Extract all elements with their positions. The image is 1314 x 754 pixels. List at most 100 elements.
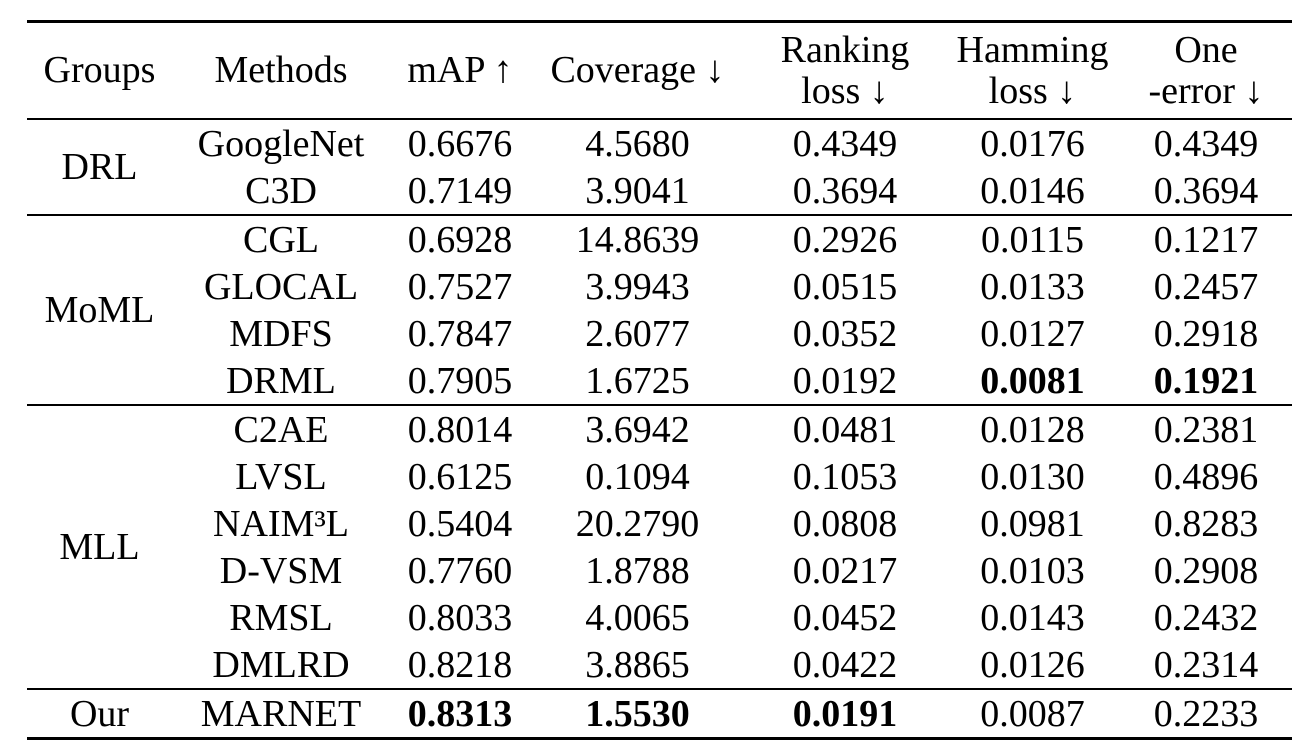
method-cell: GoogleNet (197, 122, 365, 165)
method-cell: C3D (245, 169, 317, 212)
value-cell: 0.2314 (1153, 643, 1259, 686)
value-cell: 0.0081 (980, 359, 1085, 402)
header-row: Groups Methods mAP ↑ (27, 22, 1292, 120)
value-cell: 0.0452 (792, 596, 898, 639)
value-cell: 0.2457 (1153, 265, 1259, 308)
value-cell: 0.0130 (980, 455, 1085, 498)
value-cell: 0.7847 (407, 312, 513, 355)
value-cell: 0.8033 (407, 596, 513, 639)
results-table: Groups Methods mAP ↑ (27, 20, 1292, 740)
value-cell: 0.2381 (1153, 408, 1259, 451)
header-label: Coverage ↓ (550, 49, 725, 91)
header-cell-map: mAP ↑ (390, 22, 530, 120)
value-cell: 0.7527 (407, 265, 513, 308)
value-cell: 0.1053 (792, 455, 898, 498)
method-cell: NAIM³L (213, 502, 349, 545)
table-row: MDFS 0.7847 2.6077 0.0352 0.0127 0.2918 (27, 310, 1292, 357)
value-cell: 0.0808 (792, 502, 898, 545)
method-cell: RMSL (229, 596, 333, 639)
table-row: NAIM³L 0.5404 20.2790 0.0808 0.0981 0.82… (27, 500, 1292, 547)
value-cell: 0.7760 (407, 549, 513, 592)
value-cell: 14.8639 (575, 218, 700, 261)
value-cell: 0.0191 (792, 692, 898, 735)
table-row: C3D 0.7149 3.9041 0.3694 0.0146 0.3694 (27, 167, 1292, 215)
method-cell: D-VSM (219, 549, 343, 592)
method-cell: GLOCAL (203, 265, 359, 308)
method-cell: MDFS (229, 312, 333, 355)
value-cell: 0.0217 (792, 549, 898, 592)
header-cell-one-error: One -error ↓ (1120, 22, 1292, 120)
header-label: Ranking (780, 28, 910, 71)
group-section-drl: DRL GoogleNet 0.6676 4.5680 0.4349 0.017… (27, 119, 1292, 215)
header-cell-coverage: Coverage ↓ (530, 22, 745, 120)
header-label: Hamming (956, 28, 1109, 71)
value-cell: 0.6676 (407, 122, 513, 165)
value-cell: 0.0087 (980, 692, 1085, 735)
table-row: RMSL 0.8033 4.0065 0.0452 0.0143 0.2432 (27, 594, 1292, 641)
value-cell: 4.0065 (585, 596, 690, 639)
header-cell-ranking-loss: Ranking loss ↓ (745, 22, 945, 120)
value-cell: 0.0127 (980, 312, 1085, 355)
header-cell-hamming-loss: Hamming loss ↓ (945, 22, 1120, 120)
value-cell: 0.3694 (792, 169, 898, 212)
value-cell: 0.7905 (407, 359, 513, 402)
table-row: DRML 0.7905 1.6725 0.0192 0.0081 0.1921 (27, 357, 1292, 405)
value-cell: 0.0103 (980, 549, 1085, 592)
value-cell: 0.0128 (980, 408, 1085, 451)
value-cell: 0.1921 (1153, 359, 1259, 402)
value-cell: 0.1094 (585, 455, 690, 498)
value-cell: 0.0146 (980, 169, 1085, 212)
value-cell: 1.5530 (585, 692, 690, 735)
value-cell: 0.8014 (407, 408, 513, 451)
header-label: loss ↓ (988, 69, 1077, 112)
method-cell: MARNET (200, 692, 362, 735)
value-cell: 0.3694 (1153, 169, 1259, 212)
header-label: loss ↓ (801, 69, 889, 112)
value-cell: 0.0176 (980, 122, 1085, 165)
header-label: -error ↓ (1148, 69, 1264, 112)
value-cell: 0.0143 (980, 596, 1085, 639)
table-row: DMLRD 0.8218 3.8865 0.0422 0.0126 0.2314 (27, 641, 1292, 689)
results-table-wrapper: Groups Methods mAP ↑ (27, 20, 1292, 740)
value-cell: 0.0515 (792, 265, 898, 308)
group-cell: DRL (61, 146, 138, 188)
header-label: Groups (43, 49, 156, 91)
value-cell: 0.5404 (407, 502, 513, 545)
value-cell: 0.4349 (792, 122, 898, 165)
method-cell: C2AE (233, 408, 329, 451)
value-cell: 1.6725 (585, 359, 690, 402)
header-label: Methods (214, 49, 348, 91)
value-cell: 0.0352 (792, 312, 898, 355)
value-cell: 0.8218 (407, 643, 513, 686)
value-cell: 0.1217 (1153, 218, 1259, 261)
value-cell: 0.7149 (407, 169, 513, 212)
header-cell-methods: Methods (172, 22, 390, 120)
value-cell: 4.5680 (585, 122, 690, 165)
table-row: LVSL 0.6125 0.1094 0.1053 0.0130 0.4896 (27, 453, 1292, 500)
value-cell: 0.4896 (1153, 455, 1259, 498)
value-cell: 0.6125 (407, 455, 513, 498)
value-cell: 0.6928 (407, 218, 513, 261)
group-cell: Our (69, 692, 130, 735)
header-cell-groups: Groups (27, 22, 172, 120)
value-cell: 0.4349 (1153, 122, 1259, 165)
group-section-our: Our MARNET 0.8313 1.5530 0.0191 0.0087 0… (27, 689, 1292, 739)
value-cell: 0.0192 (792, 359, 898, 402)
table-row: D-VSM 0.7760 1.8788 0.0217 0.0103 0.2908 (27, 547, 1292, 594)
header-label: mAP ↑ (407, 49, 513, 91)
value-cell: 0.2432 (1153, 596, 1259, 639)
value-cell: 0.0115 (980, 218, 1085, 261)
method-cell: LVSL (235, 455, 327, 498)
value-cell: 0.2926 (792, 218, 898, 261)
method-cell: DMLRD (212, 643, 350, 686)
value-cell: 3.6942 (585, 408, 690, 451)
value-cell: 3.8865 (585, 643, 690, 686)
value-cell: 0.0422 (792, 643, 898, 686)
table-row: GLOCAL 0.7527 3.9943 0.0515 0.0133 0.245… (27, 263, 1292, 310)
table-header: Groups Methods mAP ↑ (27, 22, 1292, 120)
group-cell: MoML (44, 289, 155, 331)
header-label: One (1174, 28, 1238, 71)
method-cell: DRML (226, 359, 336, 402)
value-cell: 0.2908 (1153, 549, 1259, 592)
value-cell: 0.0133 (980, 265, 1085, 308)
